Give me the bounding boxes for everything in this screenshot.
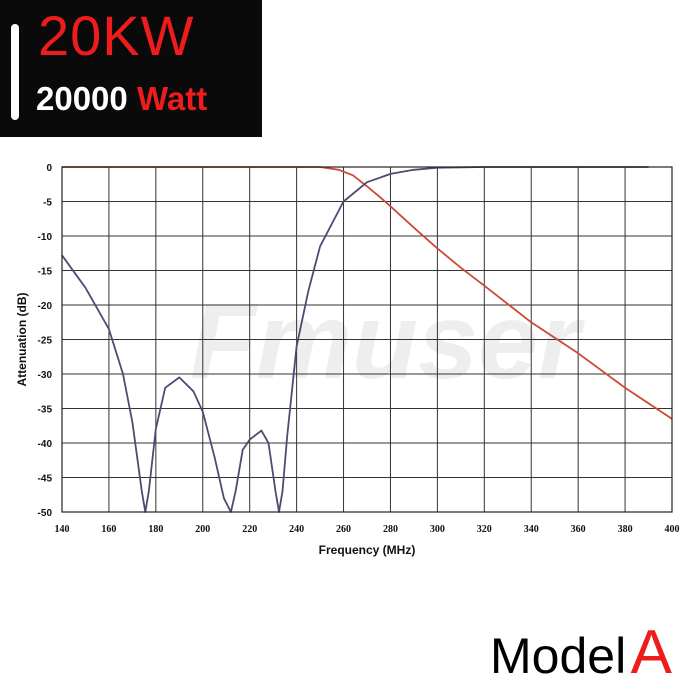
x-tick-label: 180 <box>148 524 163 535</box>
x-tick-label: 280 <box>383 524 398 535</box>
x-tick-labels: 140 160 180 200 220 240 260 280 300 320 340 360 380 4… <box>55 524 680 535</box>
badge-watt-label: 20000 Watt <box>36 82 207 115</box>
y-tick-label: -50 <box>38 508 53 519</box>
badge-power-label: 20KW <box>38 4 195 67</box>
x-tick-label: 400 <box>665 524 680 535</box>
x-tick-label: 260 <box>336 524 351 535</box>
x-tick-label: 380 <box>618 524 633 535</box>
x-tick-label: 240 <box>289 524 304 535</box>
x-tick-label: 300 <box>430 524 445 535</box>
y-tick-label: -40 <box>38 439 53 450</box>
y-tick-label: -10 <box>38 232 53 243</box>
grid-lines <box>61 166 673 513</box>
power-badge: 20KW 20000 Watt <box>0 0 262 137</box>
plot-frame <box>61 166 673 513</box>
y-tick-labels: 0 -5 -10 -15 -20 -25 -30 -35 -40 -45 -50 <box>38 163 53 519</box>
x-tick-label: 160 <box>101 524 116 535</box>
x-tick-label: 220 <box>242 524 257 535</box>
model-label: Model A <box>490 622 672 684</box>
x-tick-label: 200 <box>195 524 210 535</box>
y-tick-label: -30 <box>38 370 53 381</box>
x-axis-label: Frequency (MHz) <box>319 543 416 557</box>
x-tick-label: 320 <box>477 524 492 535</box>
x-tick-label: 340 <box>524 524 539 535</box>
badge-watt-number: 20000 <box>36 80 128 117</box>
badge-accent-bar <box>11 24 19 120</box>
model-word: Model <box>490 628 627 684</box>
x-tick-label: 360 <box>571 524 586 535</box>
watermark-logo: Fmuser <box>190 280 585 401</box>
badge-watt-unit: Watt <box>136 80 208 117</box>
y-axis-label: Attenuation (dB) <box>15 293 29 387</box>
y-tick-label: -45 <box>38 474 53 485</box>
y-tick-label: -20 <box>38 301 53 312</box>
y-tick-label: -35 <box>38 405 53 416</box>
y-tick-label: -25 <box>38 336 53 347</box>
series-line-2 <box>61 166 649 513</box>
x-tick-label: 140 <box>55 524 70 535</box>
y-tick-label: -5 <box>43 198 52 209</box>
y-tick-label: -15 <box>38 267 53 278</box>
model-letter: A <box>630 618 672 687</box>
y-tick-label: 0 <box>46 163 52 174</box>
